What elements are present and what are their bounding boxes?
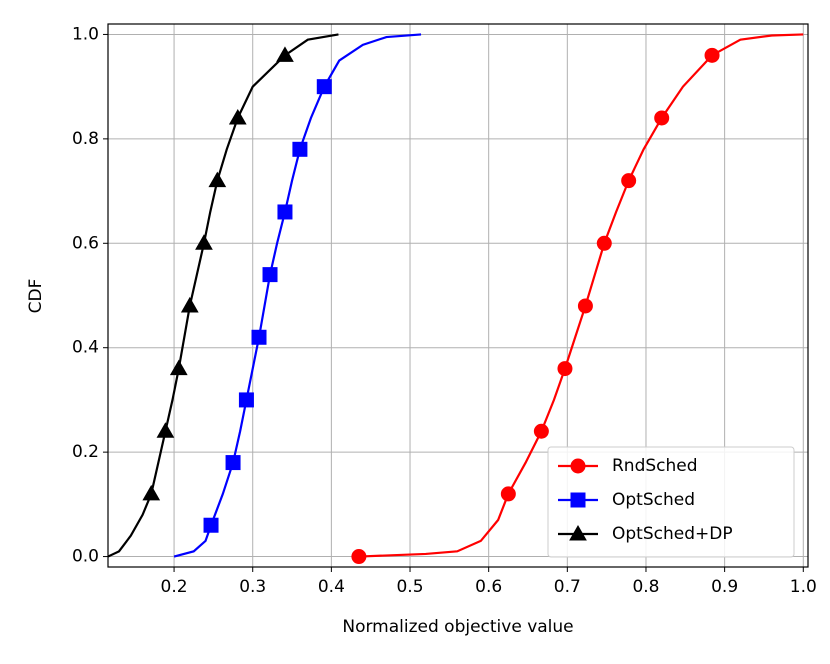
point <box>228 108 247 125</box>
point <box>238 392 254 408</box>
point <box>277 204 293 220</box>
x-tick-label: 1.0 <box>790 577 817 597</box>
x-axis-label: Normalized objective value <box>342 617 573 637</box>
point <box>500 486 516 502</box>
point <box>621 173 637 189</box>
point <box>169 359 188 376</box>
point <box>654 110 670 126</box>
point <box>316 79 332 95</box>
legend-marker <box>570 492 586 508</box>
line <box>107 33 339 558</box>
y-tick-label: 0.6 <box>72 233 99 253</box>
point <box>351 549 367 565</box>
legend-marker <box>569 524 587 541</box>
point <box>596 235 612 251</box>
point <box>262 267 278 283</box>
point <box>225 455 241 471</box>
legend-marker <box>570 458 586 474</box>
point <box>156 422 175 438</box>
x-tick-label: 0.7 <box>554 577 581 597</box>
point <box>704 47 720 63</box>
x-tick-label: 0.6 <box>475 577 502 597</box>
y-tick-label: 1.0 <box>72 24 99 44</box>
y-axis-label: CDF <box>26 279 46 314</box>
legend-label: OptSched <box>612 490 695 510</box>
legend-box <box>547 446 795 558</box>
point <box>276 46 294 62</box>
x-tick-label: 0.3 <box>239 577 266 597</box>
point <box>577 298 593 314</box>
x-tick-label: 0.5 <box>396 577 423 597</box>
plot-frame <box>107 23 809 568</box>
x-tick-label: 0.2 <box>161 577 188 597</box>
x-tick-label: 0.4 <box>318 577 345 597</box>
point <box>251 329 267 345</box>
y-tick-label: 0.2 <box>72 442 99 462</box>
line <box>173 33 422 558</box>
point <box>142 484 161 501</box>
point <box>208 171 227 188</box>
point <box>180 296 199 313</box>
y-tick-label: 0.4 <box>72 338 99 358</box>
legend-label: OptSched+DP <box>612 524 733 544</box>
y-tick-label: 0.0 <box>72 547 99 567</box>
legend-label: RndSched <box>612 456 698 476</box>
y-tick-label: 0.8 <box>72 129 99 149</box>
legend: RndSched OptSched OptSched+DP <box>547 446 795 558</box>
point <box>292 141 308 157</box>
point <box>203 517 219 533</box>
point <box>557 361 573 377</box>
x-tick-label: 0.9 <box>711 577 738 597</box>
point <box>533 423 549 439</box>
point <box>195 234 213 250</box>
x-tick-label: 0.8 <box>632 577 659 597</box>
